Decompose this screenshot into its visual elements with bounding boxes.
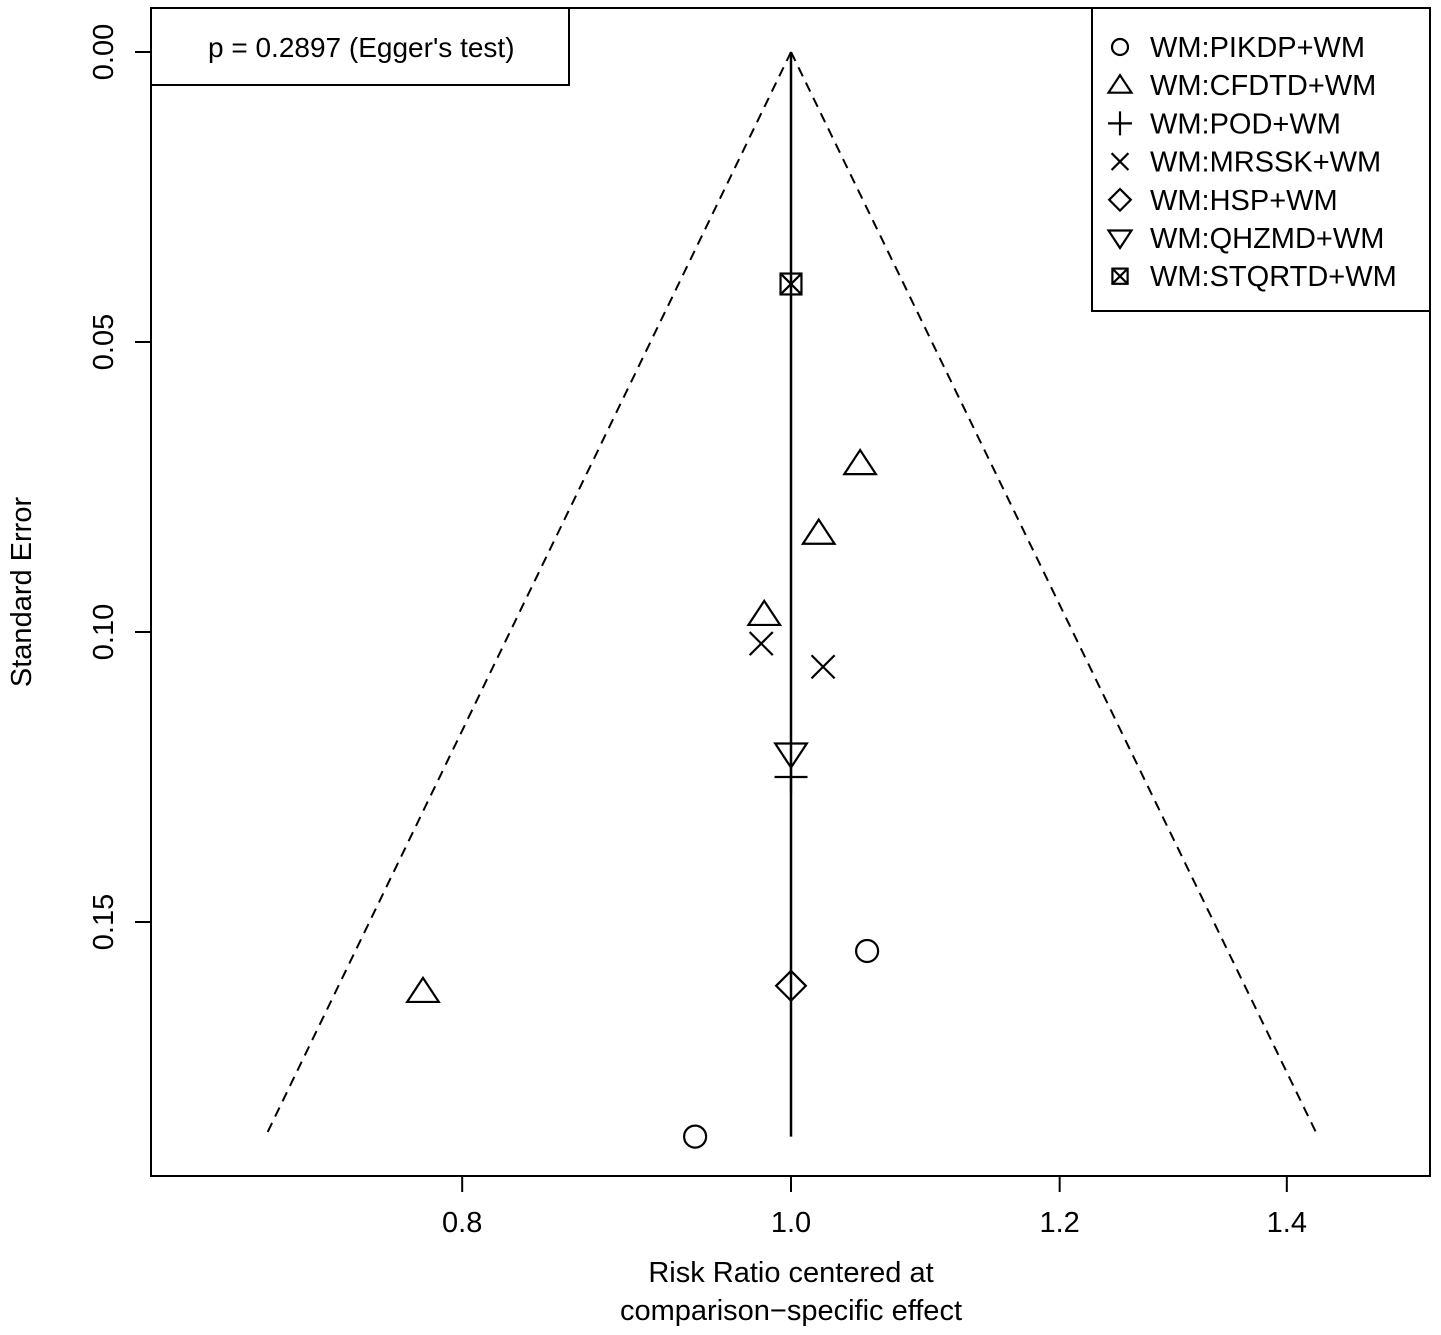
y-axis: 0.00 0.05 0.10 0.15 bbox=[88, 24, 152, 950]
data-point-triangle bbox=[405, 975, 441, 1004]
legend-item: WM:STQRTD+WM bbox=[1111, 261, 1397, 293]
x-tick-label: 1.4 bbox=[1267, 1207, 1307, 1239]
legend-label: WM:QHZMD+WM bbox=[1150, 223, 1384, 255]
legend-label: WM:PIKDP+WM bbox=[1150, 32, 1365, 64]
funnel-right-limit bbox=[790, 51, 1319, 1138]
x-axis-title-line-1: Risk Ratio centered at bbox=[648, 1257, 933, 1289]
legend-label: WM:HSP+WM bbox=[1150, 185, 1338, 217]
legend-entries: WM:PIKDP+WM WM:CFDTD+WM WM:POD+WM WM:MRSSK+… bbox=[1106, 32, 1397, 293]
x-axis-title-line-2: comparison−specific effect bbox=[620, 1295, 962, 1327]
series-diamond bbox=[774, 969, 808, 1003]
x-tick-label: 1.0 bbox=[771, 1207, 811, 1239]
annotation-box: p = 0.2897 (Egger's test) bbox=[150, 7, 570, 86]
legend-label: WM:POD+WM bbox=[1150, 108, 1341, 140]
legend-symbol-plus bbox=[1108, 111, 1132, 136]
y-tick-label: 0.05 bbox=[88, 314, 120, 370]
series-square-cross bbox=[779, 272, 803, 296]
legend-symbol-cross bbox=[1110, 152, 1130, 171]
series-circle bbox=[683, 938, 880, 1149]
legend-symbol-triangle-down bbox=[1106, 229, 1134, 251]
data-point-plus bbox=[774, 760, 808, 794]
series-triangle bbox=[405, 448, 878, 1004]
x-tick-label: 1.2 bbox=[1039, 1207, 1079, 1239]
data-point-square-cross bbox=[779, 272, 803, 296]
series-cross bbox=[748, 631, 836, 680]
legend-label: WM:MRSSK+WM bbox=[1150, 147, 1381, 179]
legend-symbol-diamond bbox=[1107, 187, 1133, 213]
legend-item: WM:MRSSK+WM bbox=[1110, 147, 1381, 179]
y-tick-label: 0.10 bbox=[88, 604, 120, 660]
cross-stroke-b bbox=[810, 654, 836, 680]
data-point-triangle bbox=[746, 598, 783, 627]
data-point-cross bbox=[810, 654, 836, 680]
x-tick-label: 0.8 bbox=[442, 1207, 482, 1239]
legend-frame bbox=[1091, 7, 1431, 312]
data-point-circle bbox=[683, 1124, 708, 1149]
square-diag-b bbox=[779, 272, 803, 296]
legend-item: WM:POD+WM bbox=[1108, 108, 1341, 140]
cross-stroke-b bbox=[1110, 152, 1130, 171]
legend-label: WM:STQRTD+WM bbox=[1150, 261, 1397, 293]
y-tick-label: 0.00 bbox=[88, 24, 120, 80]
y-axis-title: Standard Error bbox=[6, 497, 38, 688]
data-point-cross bbox=[748, 631, 774, 656]
funnel-left-limit bbox=[264, 51, 792, 1138]
series-plus bbox=[774, 760, 808, 794]
cross-stroke-b bbox=[748, 631, 774, 656]
y-tick-label: 0.15 bbox=[88, 894, 120, 950]
data-point-triangle bbox=[842, 448, 878, 476]
data-point-triangle bbox=[800, 517, 837, 545]
funnel-lines bbox=[264, 51, 1319, 1138]
legend-label: WM:CFDTD+WM bbox=[1150, 70, 1376, 102]
legend-symbol-triangle bbox=[1106, 73, 1134, 94]
data-point-diamond bbox=[774, 969, 808, 1003]
legend-item: WM:HSP+WM bbox=[1107, 185, 1338, 217]
data-points bbox=[405, 272, 880, 1149]
legend-symbol-square-cross bbox=[1111, 267, 1129, 285]
legend: WM:PIKDP+WM WM:CFDTD+WM WM:POD+WM WM:MRSSK+… bbox=[1091, 7, 1431, 312]
legend-item: WM:QHZMD+WM bbox=[1106, 223, 1384, 255]
data-point-triangle-down bbox=[773, 742, 809, 770]
annotation-text: p = 0.2897 (Egger's test) bbox=[208, 32, 515, 63]
x-axis: 0.8 1.0 1.2 1.4 bbox=[442, 1175, 1307, 1239]
legend-symbol-circle bbox=[1110, 37, 1130, 57]
square-diag-b bbox=[1111, 267, 1129, 285]
square-outline bbox=[1111, 267, 1129, 285]
annotation-frame bbox=[150, 7, 570, 86]
legend-item: WM:CFDTD+WM bbox=[1106, 70, 1376, 102]
legend-item: WM:PIKDP+WM bbox=[1110, 32, 1365, 64]
data-point-circle bbox=[854, 938, 880, 964]
square-outline bbox=[779, 272, 803, 296]
series-triangle-down bbox=[773, 742, 809, 770]
